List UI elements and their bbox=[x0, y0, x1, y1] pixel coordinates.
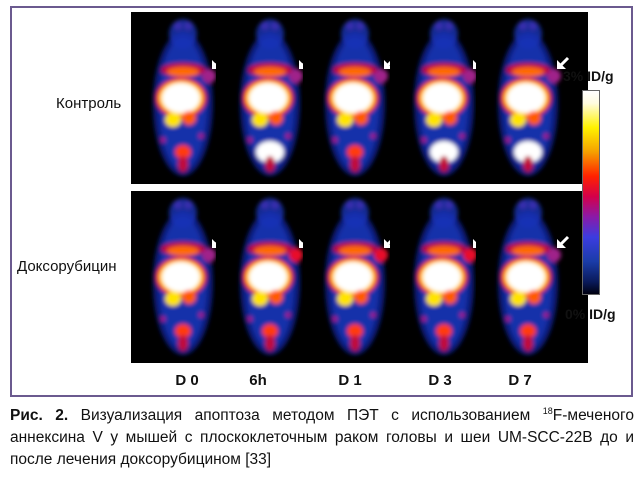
caption-text-end: F-меченого аннексина V у мышей с плоскок… bbox=[10, 407, 634, 468]
caption-text-start: Визуализация апоптоза методом ПЭТ с испо… bbox=[68, 407, 543, 424]
row-label-doxorubicin: Доксорубицин bbox=[17, 258, 117, 275]
column-label-d3: D 3 bbox=[428, 372, 452, 389]
column-label-d0: D 0 bbox=[175, 372, 199, 389]
pet-image-dox-d7 bbox=[476, 191, 588, 363]
column-label-d1: D 1 bbox=[338, 372, 362, 389]
figure-caption: Рис. 2. Визуализация апоптоза методом ПЭ… bbox=[10, 405, 634, 471]
caption-label: Рис. 2. bbox=[10, 407, 69, 424]
column-label-d7: D 7 bbox=[508, 372, 532, 389]
scale-max-label: 3% ID/g bbox=[563, 68, 614, 84]
pet-image-control-d0 bbox=[131, 12, 243, 184]
pet-image-control-d7 bbox=[476, 12, 588, 184]
color-scale-bar bbox=[582, 90, 600, 295]
caption-superscript: 18 bbox=[542, 405, 553, 416]
row-label-control: Контроль bbox=[56, 95, 122, 112]
column-label-6h: 6h bbox=[249, 372, 267, 389]
scale-min-label: 0% ID/g bbox=[565, 306, 616, 322]
